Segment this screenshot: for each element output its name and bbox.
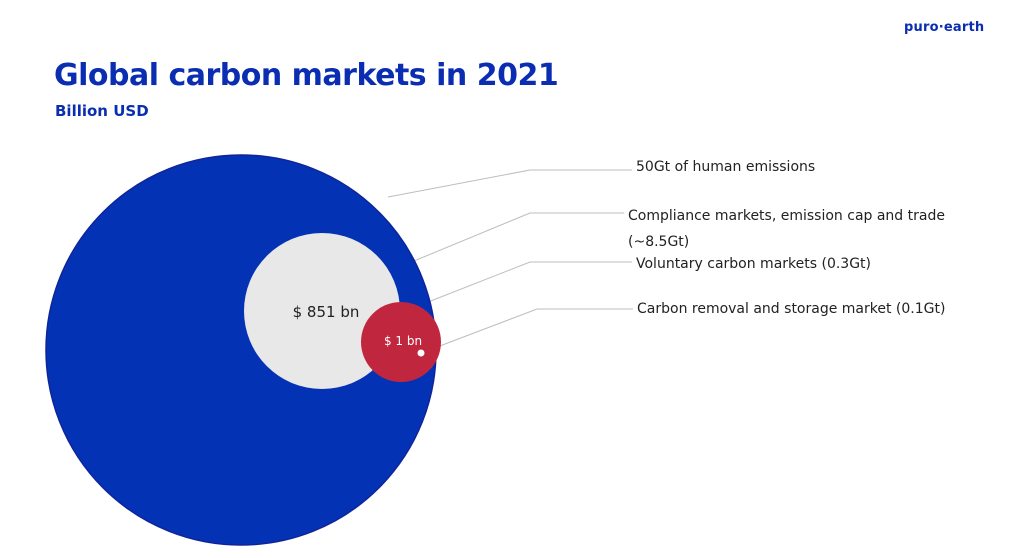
carbon-removal-leader-line [423,308,633,353]
compliance-markets-circle [244,233,400,389]
carbon-removal-dot [417,349,425,357]
compliance-leader-line [396,212,624,269]
carbon-removal-label: Carbon removal and storage market (0.1Gt… [637,301,945,317]
chart-subtitle: Billion USD [55,102,149,120]
compliance-label-line-1: Compliance markets, emission cap and tra… [628,208,945,224]
emissions-label: 50Gt of human emissions [636,159,815,175]
compliance-value-label: $ 851 bn [293,303,360,321]
voluntary-value-label: $ 1 bn [384,334,422,348]
leader-lines [387,169,633,353]
compliance-label-line-2: (~8.5Gt) [628,234,689,250]
voluntary-leader-line [422,261,632,305]
brand-logo: puro·earth [904,20,985,35]
voluntary-markets-circle [361,302,441,382]
chart-title: Global carbon markets in 2021 [54,58,559,93]
voluntary-label: Voluntary carbon markets (0.3Gt) [636,256,871,272]
emissions-leader-line [387,169,632,198]
